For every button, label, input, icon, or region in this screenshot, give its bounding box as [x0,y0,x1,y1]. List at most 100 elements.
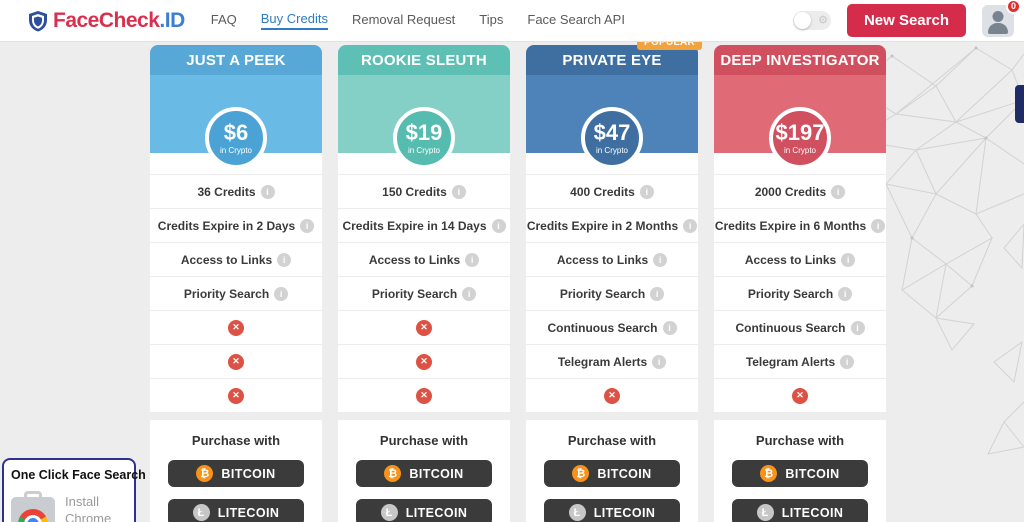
avatar[interactable]: 0 [982,0,1021,37]
feature-row: 400 Credits i [526,174,698,208]
purchase-with-label: Purchase with [755,433,845,448]
side-edge-tab[interactable] [1015,85,1024,123]
notification-badge: 0 [1006,0,1021,14]
plan-price-note: in Crypto [783,145,816,155]
feature-label: Credits Expire in 2 Days [157,218,296,233]
plan-title: PRIVATE EYE [562,51,662,69]
plan-price: $197 [775,119,825,145]
litecoin-button[interactable]: Ł LITECOIN [544,499,680,522]
info-icon[interactable]: i [652,354,667,369]
feature-label: 2000 Credits [754,184,827,199]
price-circle: $19 in Crypto [393,107,455,169]
plan-purchase: Purchase with ₿ BITCOIN Ł LITECOIN [150,420,322,522]
gear-icon: ⚙ [818,14,828,26]
feature-row: ✕ [150,344,322,378]
crypto-button-label: LITECOIN [781,505,844,520]
feature-label: Credits Expire in 14 Days [342,218,487,233]
dark-mode-toggle[interactable]: ⚙ [792,11,831,30]
feature-label: Priority Search [371,286,458,301]
feature-label: Access to Links [368,252,461,267]
info-icon[interactable]: i [871,218,886,233]
litecoin-icon: Ł [380,504,398,521]
unavailable-x-icon: ✕ [416,353,432,370]
feature-row: Access to Links i [714,242,886,276]
feature-row: Credits Expire in 2 Days i [150,208,322,242]
nav-removal-request[interactable]: Removal Request [351,12,456,27]
info-icon[interactable]: i [650,286,665,301]
feature-label: Telegram Alerts [557,354,648,369]
feature-row: Access to Links i [526,242,698,276]
info-icon[interactable]: i [850,320,865,335]
nav-face-search-api[interactable]: Face Search API [527,12,625,27]
feature-row: Credits Expire in 14 Days i [338,208,510,242]
feature-row: ✕ [150,310,322,344]
litecoin-icon: Ł [756,504,774,521]
unavailable-x-icon: ✕ [604,387,620,404]
info-icon[interactable]: i [462,286,477,301]
bitcoin-button[interactable]: ₿ BITCOIN [356,460,492,487]
plan-hero: $6 in Crypto [150,75,322,169]
info-icon[interactable]: i [683,218,698,233]
facecheck-logo[interactable]: FaceCheck.ID [28,9,185,33]
info-icon[interactable]: i [465,252,480,267]
main-content: JUST A PEEK $6 in Crypto 36 Credits i Cred… [0,35,1024,522]
main-nav: FAQ Buy Credits Removal Request Tips Fac… [211,11,625,30]
feature-row: Telegram Alerts i [526,344,698,378]
unavailable-x-icon: ✕ [228,353,244,370]
feature-row: Priority Search i [714,276,886,310]
info-icon[interactable]: i [653,252,668,267]
plan-price: $47 [593,119,631,145]
info-icon[interactable]: i [300,218,315,233]
plan-purchase: Purchase with ₿ BITCOIN Ł LITECOIN [338,420,510,522]
info-icon[interactable]: i [838,286,853,301]
chrome-extension-widget[interactable]: One Click Face Search Install Chrome [2,458,146,522]
plan-features: 150 Credits i Credits Expire in 14 Days i Ac… [338,153,510,413]
person-icon [992,10,1004,22]
plan-purchase: Purchase with ₿ BITCOIN Ł LITECOIN [714,420,886,522]
bitcoin-button[interactable]: ₿ BITCOIN [544,460,680,487]
purchase-with-label: Purchase with [567,433,657,448]
crypto-button-label: BITCOIN [221,466,276,481]
new-search-button[interactable]: New Search [846,4,966,37]
info-icon[interactable]: i [639,184,654,199]
shield-icon [29,10,47,31]
plan-card-just-a-peek: JUST A PEEK $6 in Crypto 36 Credits i Cred… [150,45,322,522]
litecoin-button[interactable]: Ł LITECOIN [732,499,868,522]
info-icon[interactable]: i [491,218,506,233]
info-icon[interactable]: i [277,252,292,267]
brand-text: FaceCheck.ID [53,8,185,32]
plan-hero: $197 in Crypto [714,75,886,169]
plan-price-note: in Crypto [407,145,440,155]
pricing-cards: JUST A PEEK $6 in Crypto 36 Credits i Cred… [150,35,886,522]
info-icon[interactable]: i [274,286,289,301]
litecoin-button[interactable]: Ł LITECOIN [356,499,492,522]
nav-buy-credits[interactable]: Buy Credits [260,11,328,30]
nav-tips[interactable]: Tips [479,12,504,27]
litecoin-button[interactable]: Ł LITECOIN [168,499,304,522]
unavailable-x-icon: ✕ [416,387,432,404]
feature-label: 150 Credits [382,184,447,199]
feature-row: 150 Credits i [338,174,510,208]
crypto-button-label: LITECOIN [217,505,280,520]
feature-row: ✕ [338,310,510,344]
info-icon[interactable]: i [260,184,275,199]
info-icon[interactable]: i [662,320,677,335]
feature-row: Priority Search i [150,276,322,310]
plan-price: $6 [223,119,249,145]
info-icon[interactable]: i [831,184,846,199]
bitcoin-button[interactable]: ₿ BITCOIN [168,460,304,487]
plan-card-rookie-sleuth: ROOKIE SLEUTH $19 in Crypto 150 Credits i… [338,45,510,522]
info-icon[interactable]: i [841,252,856,267]
install-chrome-label[interactable]: Install Chrome [65,494,112,522]
feature-row: Credits Expire in 2 Months i [526,208,698,242]
crypto-button-label: LITECOIN [405,505,468,520]
bitcoin-button[interactable]: ₿ BITCOIN [732,460,868,487]
plan-features: 36 Credits i Credits Expire in 2 Days i Acce… [150,153,322,413]
crypto-button-label: BITCOIN [409,466,464,481]
plan-features: 2000 Credits i Credits Expire in 6 Months i… [714,153,886,413]
chrome-icon [18,509,48,522]
info-icon[interactable]: i [840,354,855,369]
info-icon[interactable]: i [451,184,466,199]
nav-faq[interactable]: FAQ [210,12,237,27]
feature-row: ✕ [338,378,510,412]
